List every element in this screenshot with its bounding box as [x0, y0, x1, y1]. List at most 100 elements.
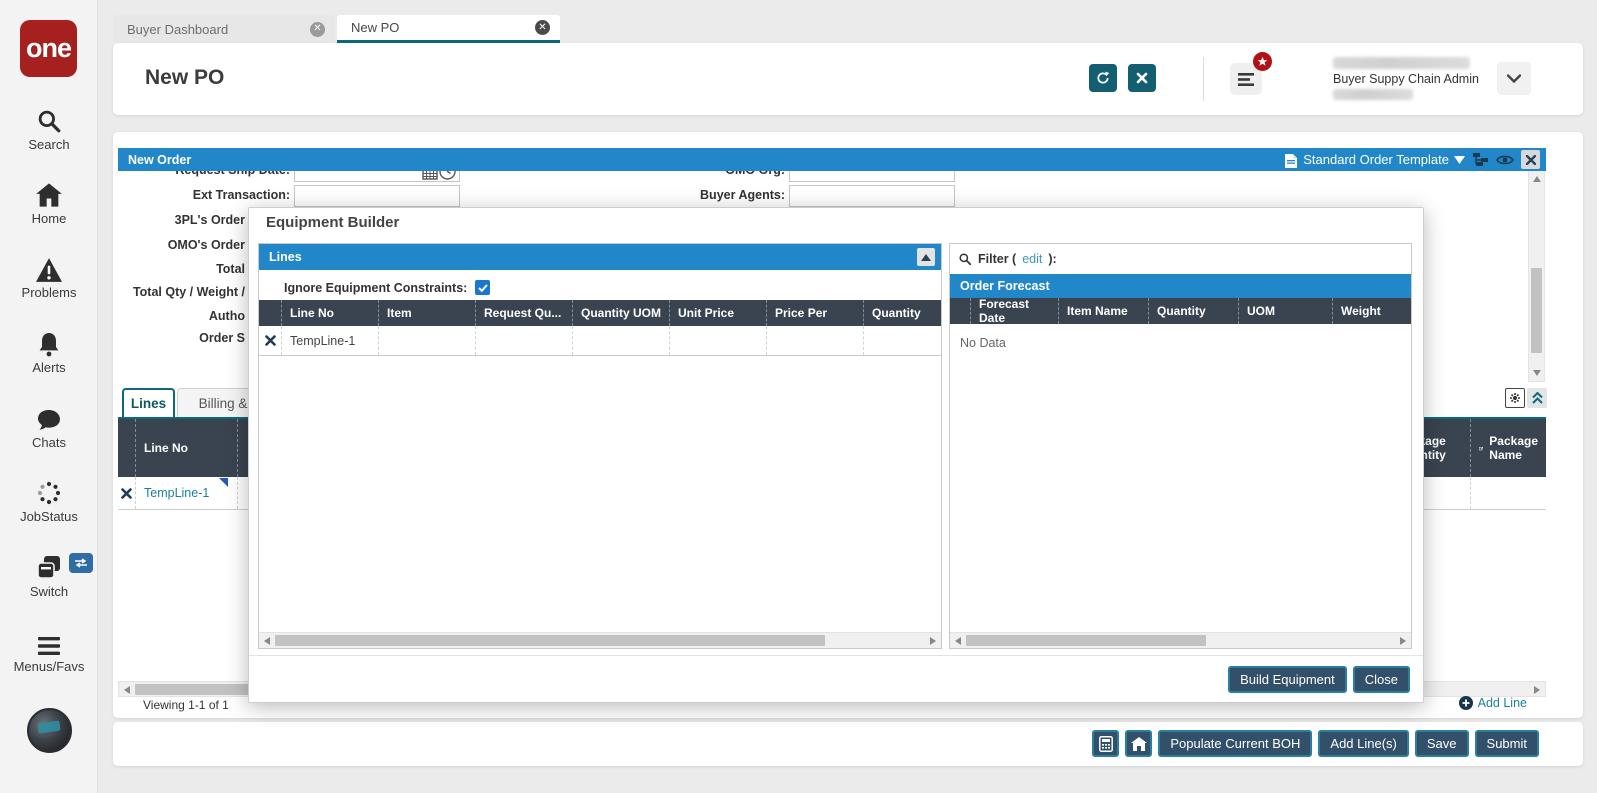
package-name-cell[interactable] — [1470, 477, 1546, 509]
populate-current-boh-button[interactable]: Populate Current BOH — [1158, 730, 1313, 757]
price-per-cell[interactable] — [766, 326, 863, 355]
scrollbar-thumb[interactable] — [1531, 268, 1542, 353]
column-line-no[interactable]: Line No — [135, 419, 237, 477]
scroll-left-icon[interactable] — [264, 637, 270, 645]
switch-swap-badge-icon[interactable] — [69, 553, 93, 573]
sidebar-item-menus-favs[interactable]: Menus/Favs — [0, 628, 98, 674]
filter-edit-link[interactable]: edit — [1022, 252, 1043, 266]
submit-button[interactable]: Submit — [1474, 730, 1539, 757]
close-modal-button[interactable]: Close — [1352, 666, 1410, 693]
column-line-no[interactable]: Line No — [281, 300, 378, 326]
add-line-label: Add Line — [1477, 696, 1527, 710]
tab-buyer-dashboard[interactable]: Buyer Dashboard ✕ — [113, 15, 335, 43]
scroll-left-icon[interactable] — [124, 686, 130, 694]
line-no-value[interactable]: TempLine-1 — [144, 486, 210, 500]
modal-lines-row[interactable]: TempLine-1 — [259, 326, 941, 356]
section-title: Lines — [269, 250, 302, 264]
item-cell[interactable] — [378, 326, 475, 355]
modal-lines-panel: Lines Ignore Equipment Constraints: Line… — [258, 243, 942, 649]
buyer-agents-input[interactable] — [789, 185, 955, 207]
sidebar-item-alerts[interactable]: Alerts — [0, 329, 98, 375]
sidebar-item-label: Search — [28, 137, 70, 152]
ignore-constraints-checkbox[interactable] — [475, 280, 491, 295]
chat-bubble-icon — [0, 404, 98, 432]
assistant-bot-icon[interactable] — [27, 708, 72, 753]
column-request-quantity[interactable]: Request Qu... — [475, 300, 572, 326]
sidebar-item-home[interactable]: Home — [0, 180, 98, 226]
close-tab-icon[interactable]: ✕ — [310, 21, 325, 37]
viewing-status: Viewing 1-1 of 1 — [143, 698, 229, 712]
scroll-down-icon[interactable] — [1533, 370, 1541, 376]
scroll-right-icon[interactable] — [930, 637, 936, 645]
collapse-section-button[interactable] — [1527, 388, 1547, 408]
add-line-link[interactable]: Add Line — [1458, 696, 1527, 710]
row-actions-column — [259, 300, 281, 326]
sidebar-item-switch[interactable]: Switch — [0, 553, 98, 599]
column-package-name[interactable]: Package Name — [1470, 419, 1546, 477]
save-button[interactable]: Save — [1414, 730, 1469, 757]
sidebar-item-jobstatus[interactable]: JobStatus — [0, 478, 98, 524]
scrollbar-thumb[interactable] — [966, 635, 1206, 646]
field-label-order-s: Order S — [199, 331, 245, 345]
order-template-selector[interactable]: Standard Order Template — [1284, 152, 1465, 168]
column-forecast-date[interactable]: Forecast Date — [970, 297, 1058, 325]
line-no-cell[interactable]: TempLine-1 — [281, 326, 378, 355]
line-no-cell[interactable]: TempLine-1 — [135, 477, 237, 509]
request-quantity-cell[interactable] — [475, 326, 572, 355]
form-vertical-scrollbar[interactable] — [1528, 170, 1545, 382]
field-label-omos-order: OMO's Order — [167, 238, 245, 252]
scrollbar-thumb[interactable] — [275, 635, 825, 646]
close-section-button[interactable] — [1521, 150, 1540, 169]
column-quantity-uom[interactable]: Quantity UOM — [572, 300, 669, 326]
build-equipment-button[interactable]: Build Equipment — [1228, 666, 1347, 693]
ignore-constraints-label: Ignore Equipment Constraints: — [284, 280, 468, 295]
modal-footer: Build Equipment Close — [249, 655, 1423, 703]
add-lines-button[interactable]: Add Line(s) — [1318, 730, 1409, 757]
column-spacer — [237, 419, 1372, 477]
column-quantity[interactable]: Quantity — [863, 300, 941, 326]
tab-lines[interactable]: Lines — [122, 388, 175, 417]
sidebar-item-chats[interactable]: Chats — [0, 404, 98, 450]
close-icon — [1136, 72, 1148, 84]
sidebar-item-problems[interactable]: Problems — [0, 254, 98, 300]
column-uom[interactable]: UOM — [1238, 298, 1332, 324]
scroll-right-icon[interactable] — [1534, 686, 1540, 694]
column-price-per[interactable]: Price Per — [766, 300, 863, 326]
column-weight[interactable]: Weight — [1332, 298, 1411, 324]
chevron-down-icon — [1507, 74, 1521, 83]
hierarchy-icon[interactable] — [1472, 152, 1489, 167]
column-item-name[interactable]: Item Name — [1058, 298, 1148, 324]
order-forecast-bar: Order Forecast — [950, 274, 1411, 298]
close-icon — [1525, 154, 1536, 165]
forecast-horizontal-scrollbar[interactable] — [950, 632, 1411, 648]
unit-price-cell[interactable] — [669, 326, 766, 355]
scroll-right-icon[interactable] — [1400, 637, 1406, 645]
no-data-label: No Data — [960, 336, 1006, 350]
quantity-uom-cell[interactable] — [572, 326, 669, 355]
calculator-button[interactable] — [1092, 730, 1120, 757]
ext-transaction-input[interactable] — [294, 185, 460, 207]
scroll-left-icon[interactable] — [955, 637, 961, 645]
eye-icon[interactable] — [1496, 154, 1514, 166]
collapse-lines-button[interactable] — [917, 248, 935, 266]
filter-label: Filter ( — [978, 252, 1017, 266]
grid-settings-button[interactable] — [1505, 388, 1525, 408]
remove-line-button[interactable] — [259, 326, 281, 355]
modal-lines-horizontal-scrollbar[interactable] — [259, 632, 941, 648]
warehouse-button[interactable] — [1125, 730, 1153, 757]
column-quantity[interactable]: Quantity — [1148, 298, 1238, 324]
scroll-up-icon[interactable] — [1533, 176, 1541, 182]
quantity-cell[interactable] — [863, 326, 941, 355]
one-logo[interactable]: one — [20, 20, 77, 77]
tab-new-po[interactable]: New PO ✕ — [337, 15, 560, 43]
sidebar-item-search[interactable]: Search — [0, 106, 98, 152]
close-tab-icon[interactable]: ✕ — [535, 20, 550, 35]
remove-line-button[interactable] — [118, 477, 135, 509]
user-menu-button[interactable] — [1497, 62, 1531, 95]
page-header: New PO Buyer Suppy Chain Admin — [113, 43, 1583, 115]
column-item[interactable]: Item — [378, 300, 475, 326]
column-unit-price[interactable]: Unit Price — [669, 300, 766, 326]
refresh-button[interactable] — [1089, 64, 1117, 92]
page-title: New PO — [145, 66, 225, 89]
close-page-button[interactable] — [1128, 64, 1156, 92]
